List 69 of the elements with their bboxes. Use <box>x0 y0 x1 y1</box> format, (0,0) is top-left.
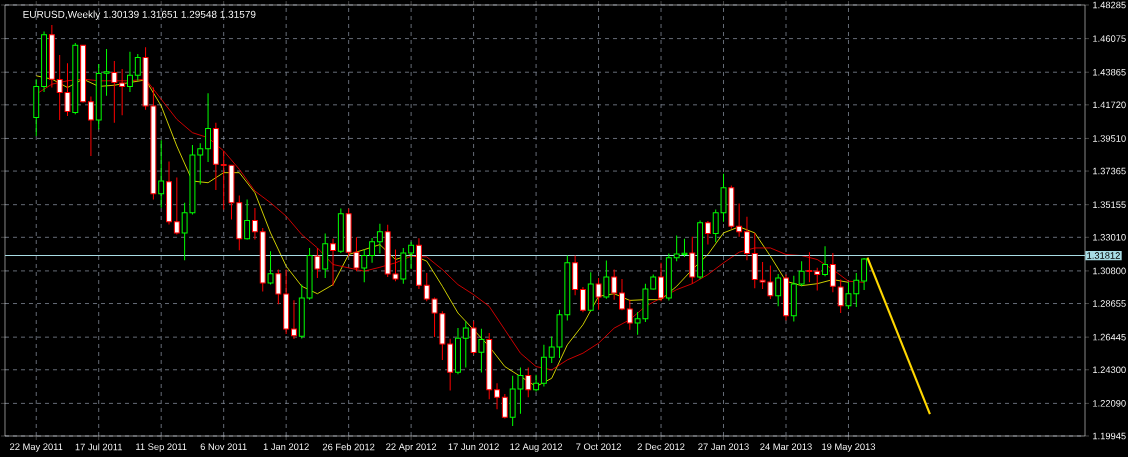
text: EURUSD,Weekly 1.30139 1.31651 1.29548 1.31579 <box>23 10 256 20</box>
y-tick-label: 1.37365 <box>1093 167 1126 175</box>
x-tick-label: 22 May 2011 <box>10 443 63 452</box>
candlestick <box>127 51 133 93</box>
y-tick-label: 1.43865 <box>1093 68 1126 76</box>
candlestick <box>244 198 251 241</box>
x-tick-label: 12 Aug 2012 <box>510 443 563 452</box>
candlestick <box>837 279 844 314</box>
y-tick-label: 1.30800 <box>1093 267 1126 275</box>
y-tick-label: 1.19945 <box>1093 432 1126 440</box>
y-tick-label: 1.33010 <box>1093 234 1126 241</box>
candlestick <box>314 247 321 279</box>
candlestick <box>743 216 750 261</box>
x-tick-label: 26 Feb 2012 <box>322 443 375 451</box>
candlestick <box>87 95 94 157</box>
x-tick-label: 17 Jul 2011 <box>75 443 123 451</box>
candlestick <box>658 262 664 302</box>
x-tick-label: 6 Nov 2011 <box>200 443 247 450</box>
candlestick <box>462 320 469 368</box>
candlestick <box>525 366 532 398</box>
candlestick <box>822 245 829 277</box>
candlestick <box>173 176 180 236</box>
candlestick <box>579 286 586 313</box>
candlestick <box>829 252 836 293</box>
candlestick <box>330 238 336 287</box>
candlestick <box>478 328 485 374</box>
candlestick <box>736 202 743 238</box>
y-tick-label: 1.26445 <box>1093 333 1126 341</box>
candlestick <box>533 374 540 393</box>
y-tick-label: 1.22090 <box>1093 400 1126 407</box>
candlestick <box>291 299 297 340</box>
x-tick-label: 22 Apr 2012 <box>386 443 437 452</box>
x-tick-label: 1 Jan 2012 <box>263 443 309 450</box>
candlestick <box>275 269 282 305</box>
y-tick-label: 1.48285 <box>1093 1 1126 9</box>
candlestick <box>619 278 625 311</box>
y-tick-label: 1.24300 <box>1093 366 1126 374</box>
candlestick <box>361 249 368 283</box>
candlestick <box>775 273 782 307</box>
y-tick-label: 1.41720 <box>1093 101 1126 109</box>
candlestick <box>626 299 633 331</box>
candlestick <box>369 237 376 264</box>
candlestick <box>704 220 711 246</box>
candlestick <box>798 260 805 287</box>
x-tick-label: 19 May 2013 <box>822 443 876 452</box>
candlestick <box>408 241 415 270</box>
x-tick-label: 17 Jun 2012 <box>448 443 499 450</box>
candlestick <box>134 53 141 82</box>
candlestick <box>376 223 383 255</box>
candlestick <box>205 92 212 163</box>
x-tick-label: 27 Jan 2013 <box>698 443 749 450</box>
y-tick-label: 1.39510 <box>1093 135 1126 142</box>
candlestick <box>861 257 868 291</box>
x-tick-label: 11 Sep 2011 <box>136 443 187 452</box>
candlestick <box>251 207 258 241</box>
ref-line-label: 1.31812 <box>1087 252 1120 259</box>
candlestick <box>611 269 618 301</box>
x-tick-label: 24 Mar 2013 <box>760 443 812 450</box>
candlestick <box>158 139 165 209</box>
y-tick-label: 1.28655 <box>1093 300 1126 307</box>
candlestick <box>603 260 610 300</box>
candlestick <box>494 382 500 410</box>
y-tick-label: 1.35155 <box>1093 201 1126 208</box>
candlestick <box>267 250 274 286</box>
x-tick-label: 7 Oct 2012 <box>576 443 621 450</box>
candlestick <box>595 277 602 311</box>
x-tick-label: 2 Dec 2012 <box>637 443 685 450</box>
y-tick-label: 1.46075 <box>1093 35 1126 42</box>
candlestick <box>501 393 508 420</box>
